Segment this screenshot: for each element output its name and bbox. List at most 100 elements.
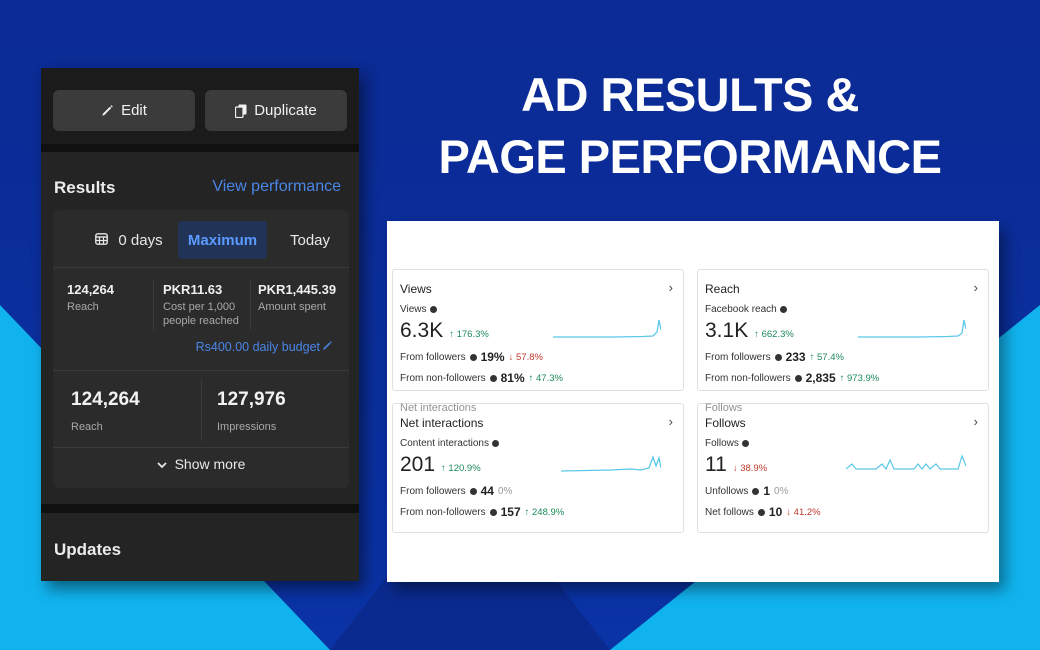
headline: AD RESULTS & PAGE PERFORMANCE <box>420 64 960 188</box>
info-icon <box>429 306 437 313</box>
info-icon <box>794 374 802 382</box>
headline-line-1: AD RESULTS & <box>521 68 859 121</box>
show-more-label: Show more <box>174 456 246 472</box>
row-label: From followers <box>400 351 466 363</box>
segment-today[interactable]: Today <box>289 231 331 249</box>
pencil-icon <box>322 340 333 354</box>
row-value: 1 <box>763 484 771 498</box>
segment-days[interactable]: 0 days <box>73 221 185 259</box>
row-label: From non-followers <box>400 506 486 518</box>
ghost-title: Follows <box>705 402 743 414</box>
sub-label-text: Content interactions <box>400 438 489 449</box>
reach-card[interactable]: Reach › Facebook reach 3.1K ↑ 662.3% Fro… <box>697 269 989 391</box>
date-range-selector: 0 days Maximum Today <box>53 210 349 268</box>
big-stat-value: 124,264 <box>71 389 140 410</box>
info-icon <box>774 353 782 361</box>
info-icon <box>489 508 497 516</box>
stat-value: 124,264 <box>67 282 114 297</box>
edit-button[interactable]: Edit <box>53 90 195 131</box>
card-main-value: 6.3K ↑ 176.3% <box>400 319 489 343</box>
updates-card: Updates <box>41 513 359 581</box>
row-change: 0% <box>497 485 513 497</box>
stat-value: PKR1,445.39 <box>258 282 337 297</box>
view-performance-link[interactable]: View performance <box>212 178 341 195</box>
row-change: ↓ 41.2% <box>786 506 821 518</box>
reach-sparkline <box>858 319 966 338</box>
sub-label-text: Views <box>400 304 427 315</box>
duplicate-icon <box>235 104 247 118</box>
views-row-followers: From followers 19% ↓ 57.8% <box>400 350 543 364</box>
main-change: ↑ 120.9% <box>441 463 481 474</box>
row-label: From followers <box>400 485 466 497</box>
card-main-value: 11 ↓ 38.9% <box>705 453 767 477</box>
big-stat-impressions: 127,976 Impressions <box>217 389 286 433</box>
follows-row-net-follows: Net follows 10 ↓ 41.2% <box>705 505 821 519</box>
stat-label: Reach <box>67 301 99 313</box>
net-interactions-card[interactable]: Net interactions Net interactions › Cont… <box>392 402 684 533</box>
duplicate-label: Duplicate <box>254 102 317 119</box>
info-icon <box>469 353 477 361</box>
row-label: Unfollows <box>705 485 749 497</box>
updates-title: Updates <box>54 540 122 559</box>
page-performance-panel: Views › Views 6.3K ↑ 176.3% From followe… <box>387 221 999 582</box>
stat-divider <box>250 280 251 330</box>
row-change: ↑ 248.9% <box>524 506 565 518</box>
main-change: ↑ 176.3% <box>449 329 489 340</box>
stat-reach: 124,264 Reach <box>67 282 153 314</box>
main-value: 11 <box>705 453 727 476</box>
results-inner-card: 0 days Maximum Today 124,264 Reach PKR11… <box>53 210 349 488</box>
row-label: Net follows <box>705 506 754 518</box>
big-stat-label: Reach <box>71 421 103 433</box>
card-sub-label: Views <box>400 304 437 315</box>
card-title: Follows <box>705 416 746 430</box>
row-change: ↓ 57.8% <box>508 351 543 363</box>
reach-row-non-followers: From non-followers 2,835 ↑ 973.9% <box>705 371 879 385</box>
views-card[interactable]: Views › Views 6.3K ↑ 176.3% From followe… <box>392 269 684 391</box>
row-change: ↑ 57.4% <box>809 351 844 363</box>
main-value: 201 <box>400 453 436 476</box>
info-icon <box>779 306 787 313</box>
chevron-right-icon: › <box>973 280 978 295</box>
main-value: 6.3K <box>400 319 444 342</box>
show-more-button[interactable]: Show more <box>53 456 349 472</box>
segment-maximum[interactable]: Maximum <box>178 221 267 259</box>
card-title: Reach <box>705 282 740 296</box>
card-main-value: 3.1K ↑ 662.3% <box>705 319 794 343</box>
card-sub-label: Facebook reach <box>705 304 787 315</box>
sub-label-text: Follows <box>705 438 739 449</box>
duplicate-button[interactable]: Duplicate <box>205 90 347 131</box>
info-icon <box>741 440 749 447</box>
row-value: 2,835 <box>805 371 836 385</box>
main-change: ↑ 662.3% <box>754 329 794 340</box>
row-value: 19% <box>480 350 505 364</box>
follows-row-unfollows: Unfollows 1 0% <box>705 484 789 498</box>
segment-days-label: 0 days <box>118 231 163 249</box>
daily-budget-link[interactable]: Rs400.00 daily budget <box>196 340 333 354</box>
card-title: Views <box>400 282 432 296</box>
row-value: 81% <box>500 371 525 385</box>
row-change: ↑ 973.9% <box>839 372 880 384</box>
chevron-right-icon: › <box>668 414 673 429</box>
net-row-non-followers: From non-followers 157 ↑ 248.9% <box>400 505 564 519</box>
big-stat-value: 127,976 <box>217 389 286 410</box>
info-icon <box>491 440 499 447</box>
section-divider <box>41 504 359 513</box>
row-change: 0% <box>774 485 789 497</box>
net-row-followers: From followers 44 0% <box>400 484 512 498</box>
card-title: Net interactions <box>400 416 484 430</box>
info-icon <box>752 487 760 495</box>
card-sub-label: Content interactions <box>400 438 499 449</box>
daily-budget-label: Rs400.00 daily budget <box>195 340 320 354</box>
sub-label-text: Facebook reach <box>705 304 777 315</box>
views-row-non-followers: From non-followers 81% ↑ 47.3% <box>400 371 563 385</box>
big-stat-divider <box>201 379 202 441</box>
chevron-down-icon <box>156 456 167 472</box>
stat-value: PKR11.63 <box>163 282 223 297</box>
big-stats-row: 124,264 Reach 127,976 Impressions <box>53 370 349 448</box>
info-icon <box>757 508 765 516</box>
follows-card[interactable]: Follows Follows › Follows 11 ↓ 38.9% Unf… <box>697 402 989 533</box>
stat-cost-per-1000: PKR11.63 Cost per 1,000 people reached <box>163 282 251 328</box>
main-value: 3.1K <box>705 319 749 342</box>
section-divider <box>41 144 359 153</box>
ad-results-panel: Edit Duplicate Results View performance … <box>41 68 359 581</box>
